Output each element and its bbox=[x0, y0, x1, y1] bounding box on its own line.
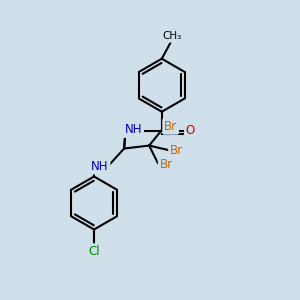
Text: NH: NH bbox=[91, 160, 109, 173]
Text: O: O bbox=[186, 124, 195, 137]
Text: CH₃: CH₃ bbox=[163, 31, 182, 41]
Text: Br: Br bbox=[160, 158, 173, 171]
Text: Br: Br bbox=[164, 120, 177, 133]
Text: NH: NH bbox=[125, 123, 142, 136]
Text: Cl: Cl bbox=[88, 245, 100, 258]
Text: Br: Br bbox=[170, 143, 183, 157]
